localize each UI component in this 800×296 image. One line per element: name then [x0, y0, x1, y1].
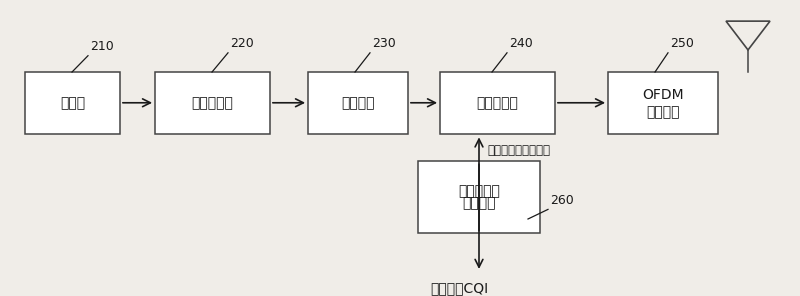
Bar: [418, 161, 540, 234]
Text: 260: 260: [550, 194, 574, 207]
Text: OFDM: OFDM: [642, 88, 684, 102]
Text: 各子带的CQI: 各子带的CQI: [430, 281, 488, 295]
Bar: [308, 72, 408, 134]
Text: 发送模块: 发送模块: [646, 105, 680, 119]
Text: 250: 250: [670, 37, 694, 50]
Text: 调制模块: 调制模块: [342, 96, 374, 110]
Text: 230: 230: [372, 37, 396, 50]
Text: 240: 240: [509, 37, 533, 50]
Text: 210: 210: [90, 40, 114, 53]
Text: 符号交织方: 符号交织方: [458, 185, 500, 199]
Text: 符号交织方式索引号: 符号交织方式索引号: [487, 144, 550, 157]
Text: 编码器: 编码器: [60, 96, 85, 110]
Text: 符号交织器: 符号交织器: [477, 96, 518, 110]
Bar: [608, 72, 718, 134]
Bar: [440, 72, 555, 134]
Text: 220: 220: [230, 37, 254, 50]
Bar: [25, 72, 120, 134]
Text: 比特交织器: 比特交织器: [191, 96, 234, 110]
Bar: [155, 72, 270, 134]
Text: 式选择器: 式选择器: [462, 196, 496, 210]
